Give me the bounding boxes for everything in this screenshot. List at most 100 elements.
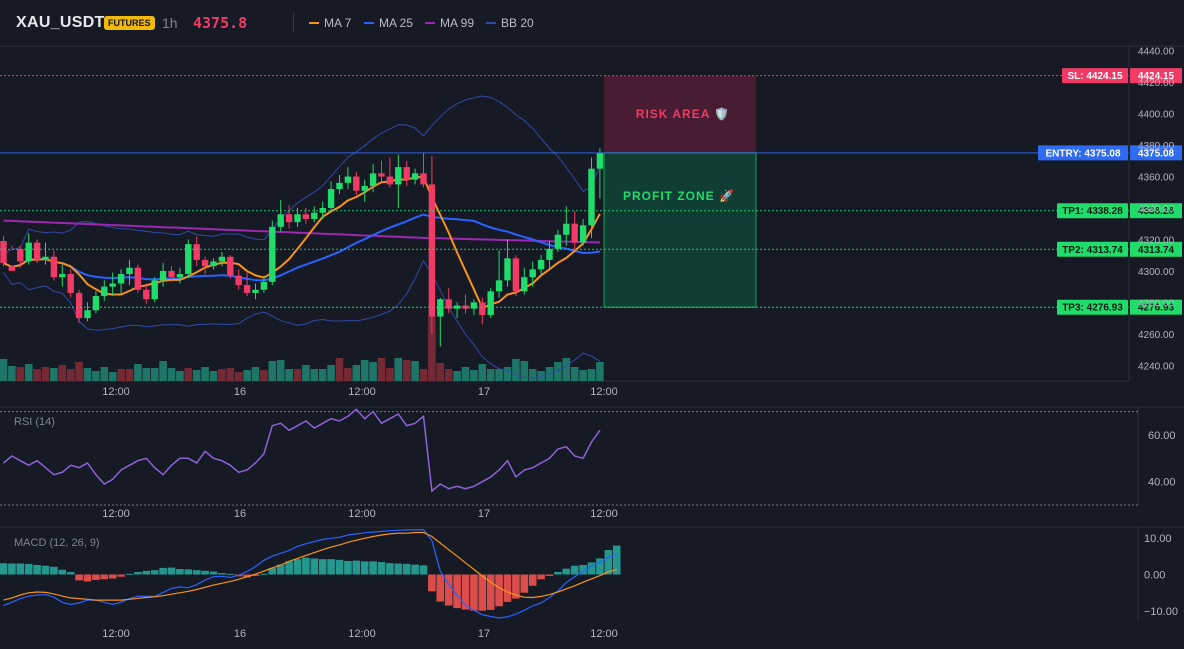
candle-body xyxy=(395,167,402,185)
volume-bar xyxy=(579,370,587,381)
macd-histogram-bar xyxy=(24,563,33,575)
legend-bb20[interactable]: BB 20 xyxy=(486,16,534,30)
volume-bar xyxy=(8,366,16,381)
volume-bar xyxy=(352,365,361,381)
volume-bar xyxy=(24,364,33,381)
candle-body xyxy=(529,269,536,278)
profit-zone[interactable] xyxy=(603,152,757,308)
candle-body xyxy=(353,176,360,191)
macd-histogram-bar xyxy=(83,574,92,582)
macd-histogram-bar xyxy=(260,573,268,575)
volume-bar xyxy=(184,368,193,381)
price-tick-label: 4320.00 xyxy=(1138,235,1175,246)
candle-body xyxy=(571,223,578,243)
volume-bar xyxy=(470,370,478,381)
profit-zone-label: PROFIT ZONE 🚀 xyxy=(623,189,735,203)
candle-body xyxy=(193,244,200,260)
volume-bar xyxy=(167,368,176,381)
level-tag-text-tp3: TP3: 4276.93 xyxy=(1062,303,1123,314)
candle-body xyxy=(25,242,32,262)
macd-histogram-bar xyxy=(386,563,394,575)
level-tag-tp2 xyxy=(1057,241,1128,257)
candle-body xyxy=(109,283,116,287)
volume-bar xyxy=(512,359,520,381)
candle-body xyxy=(579,225,587,243)
candle-body xyxy=(67,274,74,293)
volume-bar xyxy=(318,369,327,381)
macd-histogram-bar xyxy=(411,564,419,575)
volume-bar xyxy=(419,369,428,381)
volume-bar xyxy=(562,358,571,381)
time-tick-label: 12:00 xyxy=(348,628,376,640)
candle-body xyxy=(588,168,595,226)
timeframe-label[interactable]: 1h xyxy=(162,15,178,31)
macd-histogram-bar xyxy=(428,574,436,592)
macd-histogram-bar xyxy=(201,570,209,575)
volume-bar xyxy=(528,369,537,381)
volume-bar xyxy=(495,369,503,381)
last-price: 4375.8 xyxy=(193,14,248,32)
volume-bar xyxy=(150,368,159,381)
volume-bar xyxy=(360,360,369,381)
candle-body xyxy=(8,266,16,271)
time-tick-label: 16 xyxy=(234,386,246,398)
risk-area-zone[interactable] xyxy=(604,75,756,153)
candle-body xyxy=(285,214,293,223)
legend-ma7[interactable]: MA 7 xyxy=(309,16,351,30)
legend-ma99-swatch xyxy=(425,22,435,24)
macd-histogram-bar xyxy=(50,566,58,575)
macd-histogram-bar xyxy=(209,571,218,575)
level-axis-tag-tp2 xyxy=(1130,241,1182,257)
price-tick-label: 4400.00 xyxy=(1138,110,1175,121)
candle-body xyxy=(201,259,209,267)
macd-histogram-bar xyxy=(444,574,453,606)
macd-histogram-bar xyxy=(218,573,226,575)
macd-histogram-bar xyxy=(176,569,184,575)
candle-body xyxy=(92,296,100,311)
volume-bar xyxy=(58,365,67,381)
legend-ma25[interactable]: MA 25 xyxy=(364,16,413,30)
macd-histogram-bar xyxy=(117,574,125,577)
macd-histogram-bar xyxy=(486,574,495,610)
level-axis-text-tp3: 4276.93 xyxy=(1138,303,1175,314)
volume-bar xyxy=(50,368,58,381)
level-axis-text-tp1: 4338.28 xyxy=(1138,206,1175,217)
macd-histogram-bar xyxy=(92,574,100,580)
macd-histogram-bar xyxy=(377,562,386,575)
volume-bar xyxy=(268,361,277,381)
macd-histogram-bar xyxy=(243,574,251,578)
candle-body xyxy=(117,274,125,284)
volume-bar xyxy=(251,367,260,381)
macd-histogram-bar xyxy=(344,560,352,575)
candle-body xyxy=(159,270,167,281)
macd-histogram-bar xyxy=(108,574,117,579)
level-axis-tag-tp3 xyxy=(1130,299,1182,315)
volume-bar xyxy=(134,364,142,381)
volume-bar xyxy=(276,360,285,381)
macd-histogram-bar xyxy=(226,573,235,575)
macd-histogram-bar xyxy=(125,573,134,575)
volume-bar xyxy=(66,369,75,381)
symbol-title[interactable]: XAU_USDT xyxy=(16,14,105,31)
candle-body xyxy=(134,267,142,290)
level-axis-text-tp2: 4313.74 xyxy=(1138,245,1175,256)
candle-body xyxy=(319,207,326,213)
macd-histogram-bar xyxy=(612,545,621,575)
header-divider xyxy=(293,13,294,31)
candle-body xyxy=(311,212,318,220)
macd-histogram-bar xyxy=(142,570,151,575)
level-tag-tp1 xyxy=(1057,203,1128,219)
macd-histogram-bar xyxy=(285,561,293,575)
legend-ma7-label: MA 7 xyxy=(324,16,352,30)
volume-bar xyxy=(75,362,83,381)
legend-ma99[interactable]: MA 99 xyxy=(425,16,474,30)
candle-body xyxy=(227,256,234,276)
volume-bar xyxy=(100,367,109,381)
candle-body xyxy=(294,214,301,223)
macd-histogram-bar xyxy=(293,559,302,575)
level-tag-tp3 xyxy=(1057,299,1128,315)
time-tick-label: 16 xyxy=(234,508,246,520)
macd-histogram-bar xyxy=(0,563,8,575)
macd-histogram-bar xyxy=(58,569,67,575)
